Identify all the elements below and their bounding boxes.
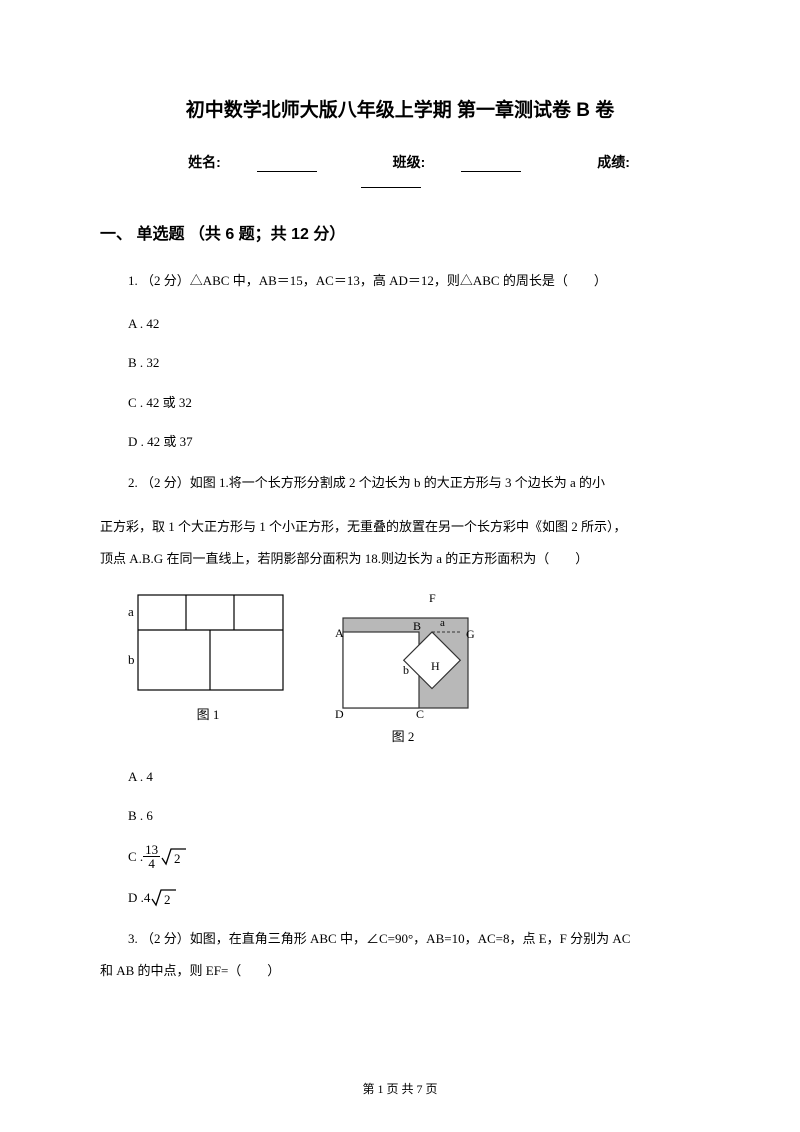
q1-option-b: B . 32: [100, 351, 700, 374]
name-label: 姓名:: [188, 154, 221, 170]
q2-option-d-prefix: D .: [128, 886, 144, 909]
q2-option-b: B . 6: [100, 804, 700, 827]
svg-text:2: 2: [174, 851, 181, 866]
sqrt-2-icon: 2: [150, 887, 178, 909]
fig2-label-G: G: [466, 627, 475, 641]
fig2-label-a: a: [440, 617, 445, 629]
q1-option-a: A . 42: [100, 312, 700, 335]
name-blank[interactable]: [257, 158, 317, 172]
fig2-label-B: B: [413, 619, 421, 633]
q2-option-d: D . 4 2: [100, 886, 700, 909]
class-label: 班级:: [393, 154, 426, 170]
score-blank[interactable]: [361, 174, 421, 188]
score-label: 成绩:: [597, 154, 630, 170]
figure-2: A B C D F G H a b 图 2: [328, 590, 478, 745]
fig2-label-A: A: [335, 626, 344, 640]
figure-2-svg: A B C D F G H a b: [328, 590, 478, 720]
q1-option-d: D . 42 或 37: [100, 430, 700, 453]
fig2-label-F: F: [429, 591, 436, 605]
fraction-numerator: 13: [143, 843, 160, 857]
figure-1-svg: a b: [128, 590, 288, 698]
q2-stem-line1: 2. （2 分）如图 1.将一个长方形分割成 2 个边长为 b 的大正方形与 3…: [100, 470, 700, 496]
page-footer: 第 1 页 共 7 页: [0, 1080, 800, 1097]
q2-stem-line2: 正方彩，取 1 个大正方形与 1 个小正方形，无重叠的放置在另一个长方彩中《如图…: [100, 514, 700, 540]
figure-1: a b 图 1: [128, 590, 288, 745]
svg-text:2: 2: [164, 892, 171, 907]
page-title: 初中数学北师大版八年级上学期 第一章测试卷 B 卷: [100, 95, 700, 122]
section-1-header: 一、 单选题 （共 6 题；共 12 分）: [100, 220, 700, 244]
q3-stem-line2: 和 AB 的中点，则 EF=（ ）: [100, 958, 700, 984]
fraction-icon: 13 4: [143, 843, 160, 870]
q1-option-c: C . 42 或 32: [100, 391, 700, 414]
student-info-row: 姓名: 班级: 成绩:: [100, 152, 700, 188]
q2-option-a: A . 4: [100, 765, 700, 788]
q1-stem: 1. （2 分）△ABC 中，AB＝15，AC＝13，高 AD＝12，则△ABC…: [100, 268, 700, 294]
fig2-label-H: H: [431, 659, 440, 673]
class-blank[interactable]: [461, 158, 521, 172]
fig1-label-b: b: [128, 652, 135, 667]
fig2-label-C: C: [416, 707, 424, 720]
figure-1-caption: 图 1: [197, 704, 220, 723]
sqrt-2-icon: 2: [160, 846, 188, 868]
fraction-denominator: 4: [146, 857, 157, 870]
q2-option-c-prefix: C .: [128, 845, 143, 868]
figure-2-caption: 图 2: [392, 726, 415, 745]
q3-stem-line1: 3. （2 分）如图，在直角三角形 ABC 中，∠C=90°，AB=10，AC=…: [100, 926, 700, 952]
q2-stem-line3: 顶点 A.B.G 在同一直线上，若阴影部分面积为 18.则边长为 a 的正方形面…: [100, 546, 700, 572]
q2-diagrams: a b 图 1 A B C D F G H a b: [128, 590, 700, 745]
fig2-label-b: b: [403, 663, 409, 677]
fig1-label-a: a: [128, 604, 134, 619]
fig2-label-D: D: [335, 707, 344, 720]
q2-option-c: C . 13 4 2: [100, 843, 700, 870]
